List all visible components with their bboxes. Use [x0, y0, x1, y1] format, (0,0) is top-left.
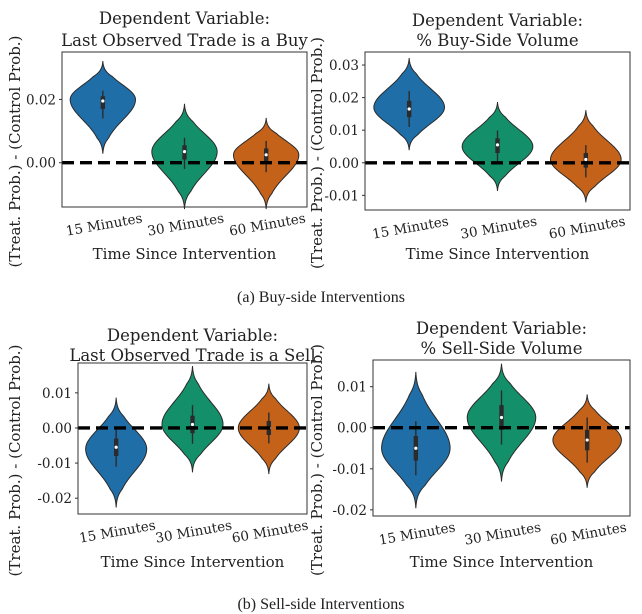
chart-title-line-2: Last Observed Trade is a Buy — [61, 31, 308, 50]
x-axis-label: Time Since Intervention — [93, 245, 277, 263]
violin-median-3 — [585, 438, 589, 442]
y-tick-label: 0.00 — [42, 421, 72, 437]
y-tick-label: 0.00 — [329, 156, 359, 172]
chart-panel-1: Dependent Variable: Last Observed Trade i… — [6, 9, 309, 267]
plot-frame — [77, 362, 308, 515]
chart-title-line-1: Dependent Variable: — [107, 326, 278, 345]
violin-median-1 — [407, 107, 411, 111]
x-tick-label: 15 Minutes — [65, 210, 144, 239]
y-tick-label: 0.00 — [337, 421, 367, 437]
x-tick-label: 60 Minutes — [548, 213, 627, 242]
violin-median-2 — [182, 150, 187, 154]
plot-frame — [61, 51, 308, 208]
y-tick-label: -0.01 — [324, 188, 359, 204]
x-tick-label: 60 Minutes — [231, 517, 310, 546]
x-tick-label: 60 Minutes — [549, 519, 628, 548]
violin-median-2 — [190, 422, 195, 427]
violin-median-1 — [414, 446, 418, 450]
violin-median-1 — [101, 99, 105, 103]
y-tick-label: 0.02 — [26, 92, 56, 108]
y-axis-label: (Treat. Prob.) - (Control Prob.) — [6, 345, 24, 577]
y-tick-label: -0.01 — [37, 456, 72, 472]
y-axis-label: (Treat. Prob.) - (Control Prob.) — [308, 344, 326, 576]
x-tick-label: 15 Minutes — [371, 213, 450, 242]
y-axis-label: (Treat. Prob.) - (Control Prob.) — [308, 37, 326, 269]
y-tick-label: 0.01 — [329, 123, 359, 139]
plot-frame — [372, 359, 631, 517]
chart-title-line-2: % Sell-Side Volume — [421, 339, 583, 358]
y-tick-label: 0.01 — [337, 380, 367, 396]
x-tick-label: 30 Minutes — [459, 213, 538, 242]
plot-frame — [364, 51, 631, 211]
chart-panel-2: Dependent Variable:% Buy-Side Volume -0.0… — [308, 11, 631, 269]
x-tick-label: 15 Minutes — [378, 519, 457, 548]
chart-title-line-2: Last Observed Trade is a Sell — [69, 346, 315, 365]
y-tick-label: 0.02 — [329, 91, 359, 107]
x-tick-label: 30 Minutes — [463, 519, 542, 548]
chart-title-line-2: % Buy-Side Volume — [416, 31, 578, 50]
y-tick-label: 0.03 — [329, 58, 359, 74]
y-tick-label: -0.02 — [332, 503, 367, 519]
violin-median-2 — [495, 143, 500, 147]
y-axis-label: (Treat. Prob.) - (Control Prob.) — [6, 36, 24, 268]
caption-sell-side: (b) Sell-side Interventions — [237, 596, 404, 613]
y-tick-label: 0.00 — [26, 156, 56, 172]
chart-title-line-1: Dependent Variable: — [99, 9, 270, 28]
violin-median-3 — [264, 153, 268, 157]
y-tick-label: -0.01 — [332, 462, 367, 478]
x-axis-label: Time Since Intervention — [406, 245, 590, 263]
violin-median-2 — [499, 415, 504, 420]
y-tick-label: -0.02 — [37, 491, 72, 507]
x-tick-label: 30 Minutes — [154, 517, 233, 546]
chart-title-line-1: Dependent Variable: — [412, 11, 583, 30]
y-tick-label: 0.01 — [42, 386, 72, 402]
chart-panel-4: Dependent Variable:% Sell-Side Volume -0.… — [308, 319, 631, 576]
x-tick-label: 60 Minutes — [228, 210, 307, 239]
caption-buy-side: (a) Buy-side Interventions — [237, 289, 405, 306]
x-tick-label: 15 Minutes — [78, 517, 157, 546]
x-tick-label: 30 Minutes — [146, 210, 225, 239]
chart-title-line-1: Dependent Variable: — [416, 319, 587, 338]
violin-median-1 — [114, 445, 118, 449]
violin-median-3 — [584, 157, 588, 162]
chart-panel-3: Dependent Variable:Last Observed Trade i… — [6, 326, 316, 576]
x-axis-label: Time Since Intervention — [410, 553, 594, 571]
x-axis-label: Time Since Intervention — [101, 553, 285, 571]
